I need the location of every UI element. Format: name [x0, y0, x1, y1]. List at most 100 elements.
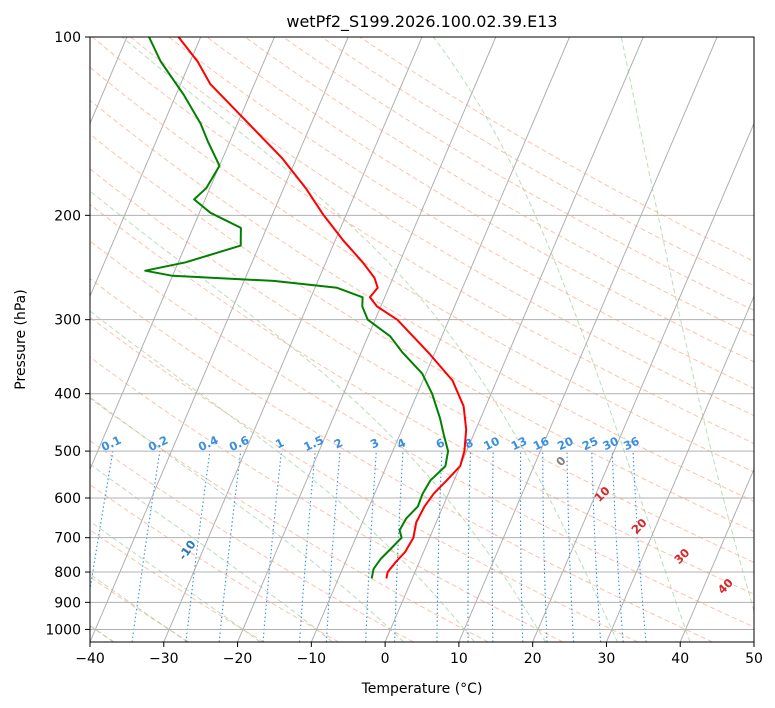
mixing-ratio-line: [90, 451, 114, 594]
dry-adiabat-line: [321, 37, 754, 287]
mixing-ratio-line: [185, 451, 211, 642]
dry-adiabat-line: [90, 66, 754, 473]
x-tick-label: −20: [223, 651, 253, 667]
dry-adiabat-line: [90, 99, 754, 502]
x-tick-label: 40: [671, 651, 689, 667]
dry-adiabat-line: [90, 240, 754, 628]
mixing-ratio-line: [436, 451, 443, 642]
dry-adiabat-line: [90, 483, 339, 642]
mixing-ratio-line: [632, 451, 647, 642]
x-tick-label: 50: [745, 651, 763, 667]
pressure-grid: [90, 37, 754, 630]
dry-adiabat-label: -20: [32, 484, 55, 509]
moist-adiabat-label: 20: [628, 516, 649, 537]
mixing-ratio-line: [218, 451, 242, 642]
mixing-ratio-label: 13: [509, 434, 529, 453]
x-tick-label: 30: [598, 651, 616, 667]
mixing-ratio-label: 3: [368, 435, 381, 451]
x-tick-label: −30: [149, 651, 179, 667]
sounding-profiles: [144, 37, 468, 579]
moist-adiabat-label: 40: [715, 576, 736, 597]
y-tick-label: 1000: [45, 622, 81, 638]
dry-adiabat-line: [90, 397, 489, 642]
isotherm-line: [458, 37, 718, 642]
isotherm-line: [605, 295, 754, 642]
mixing-ratio-label: 25: [580, 434, 600, 453]
isotherm-line: [384, 37, 644, 642]
moist-adiabat-line: [432, 37, 691, 642]
dry-adiabat-label: -10: [175, 538, 198, 563]
mixing-ratio-line: [591, 451, 602, 642]
moist-adiabat-line: [90, 190, 547, 642]
x-tick-label: −40: [75, 651, 105, 667]
mixing-ratio-label: 1: [273, 435, 286, 451]
y-axis: 100 200 300 400 500 600 700 800 900 1000: [45, 30, 90, 638]
x-tick-label: 20: [524, 651, 542, 667]
mixing-ratio-line: [491, 451, 494, 642]
y-tick-label: 100: [54, 30, 81, 46]
isotherm-line: [532, 122, 754, 642]
mixing-ratio-line: [365, 451, 377, 642]
temperature-profile-line: [177, 37, 468, 579]
mixing-ratio-line: [262, 451, 283, 642]
mixing-ratio-line: [611, 451, 624, 642]
dry-adiabat-line: [90, 278, 713, 642]
y-tick-label: 800: [54, 565, 81, 581]
isotherm-line: [679, 467, 754, 642]
y-tick-label: 600: [54, 491, 81, 507]
isotherm-grid: [90, 37, 754, 642]
x-tick-label: 10: [450, 651, 468, 667]
mixing-ratio-line: [467, 451, 472, 642]
line-labels: -100-90-80-70-60-50-40-30-20-100.10.20.4…: [32, 433, 736, 597]
dry-adiabat-line: [283, 37, 754, 312]
y-tick-label: 700: [54, 531, 81, 547]
dry-adiabat-line: [90, 356, 564, 642]
dry-adiabat-line: [90, 133, 754, 533]
moist-adiabat-line: [90, 463, 333, 642]
y-tick-label: 300: [54, 313, 81, 329]
mixing-ratio-label: 30: [600, 434, 620, 453]
moist-adiabat-line: [620, 37, 754, 613]
dry-adiabat-line: [90, 316, 639, 642]
dry-adiabat-line: [90, 203, 754, 595]
plot-frame: [89, 36, 755, 643]
mixing-ratio-label: 10: [481, 434, 501, 453]
mixing-ratio-label: 16: [531, 434, 551, 453]
isotherm-line: [310, 37, 571, 642]
x-axis: −40 −30 −20 −10 0 10 20 30 40 50: [75, 642, 763, 667]
isotherm-line: [90, 37, 202, 298]
dry-adiabat-line: [168, 37, 754, 389]
y-tick-label: 500: [54, 444, 81, 460]
dry-adiabat-line: [90, 529, 265, 642]
mixing-ratio-line: [299, 451, 316, 642]
x-tick-label: −10: [297, 651, 327, 667]
moist-adiabat-line: [121, 37, 618, 642]
moist-adiabat-line: [90, 520, 261, 642]
x-axis-label: Temperature (°C): [361, 681, 483, 697]
isotherm-line: [753, 640, 754, 642]
y-tick-label: 900: [54, 595, 81, 611]
dry-adiabat-line: [90, 440, 414, 642]
y-tick-label: 200: [54, 208, 81, 224]
background-lines: [90, 37, 754, 642]
moist-adiabat-line: [90, 573, 188, 642]
chart-title: wetPf2_S199.2026.100.02.39.E13: [286, 12, 557, 32]
dry-adiabat-line: [244, 37, 754, 337]
isotherm-line: [163, 37, 423, 642]
mixing-ratio-label: 4: [395, 435, 408, 451]
moist-adiabat-label: 10: [592, 484, 613, 505]
moist-adiabat-label: 30: [671, 546, 692, 567]
moist-adiabat-label: 0: [553, 453, 569, 469]
mixing-ratio-label: 36: [621, 434, 641, 453]
x-tick-label: 0: [381, 651, 390, 667]
dry-adiabat-line: [206, 37, 754, 363]
mixing-ratio-label: 20: [555, 434, 575, 453]
y-axis-label: Pressure (hPa): [13, 289, 29, 389]
y-tick-label: 400: [54, 387, 81, 403]
isotherm-line: [90, 37, 275, 471]
moist-adiabat-line: [90, 310, 475, 642]
dewpoint-profile-line: [144, 37, 450, 579]
isotherm-line: [237, 37, 497, 642]
mixing-ratio-line: [566, 451, 575, 642]
